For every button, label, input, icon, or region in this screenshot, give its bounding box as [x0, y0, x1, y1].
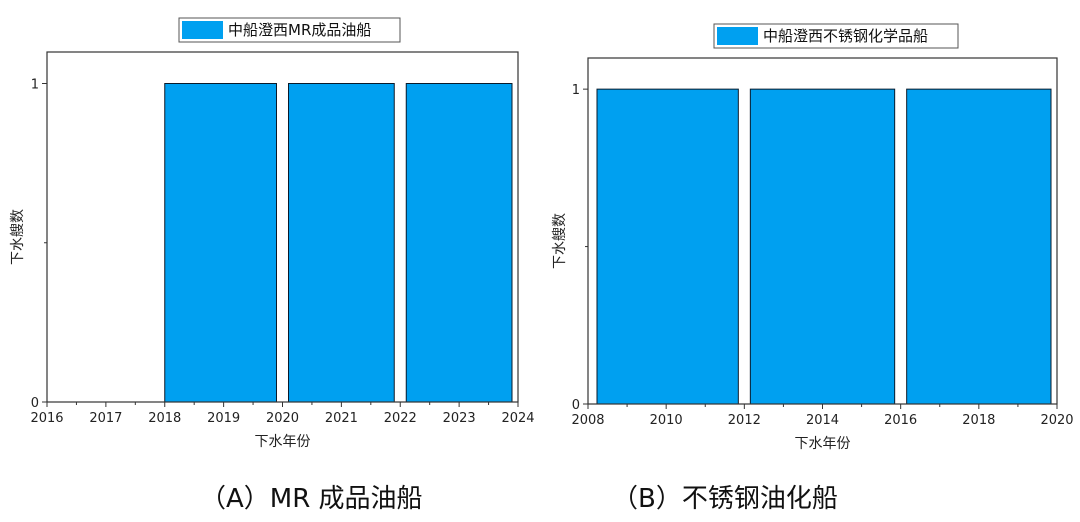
x-tick-label-1-6: 2020 — [1040, 413, 1073, 428]
x-tick-label-1-1: 2010 — [650, 413, 683, 428]
x-tick-label-0-0: 2016 — [30, 411, 63, 426]
y-tick-label-0-0: 0 — [31, 396, 39, 411]
x-tick-label-1-0: 2008 — [571, 413, 604, 428]
x-tick-label-1-4: 2016 — [884, 413, 917, 428]
bar-0-2 — [405, 83, 513, 403]
x-tick-label-0-7: 2023 — [443, 411, 476, 426]
x-axis-label-0: 下水年份 — [255, 434, 311, 450]
x-tick-label-0-5: 2021 — [325, 411, 358, 426]
y-tick-label-1-1: 1 — [572, 83, 580, 98]
x-tick-label-0-6: 2022 — [384, 411, 417, 426]
bar-0-1 — [288, 83, 395, 403]
x-tick-label-0-1: 2017 — [89, 411, 122, 426]
bar-1-1 — [749, 88, 896, 405]
bar-0-0 — [164, 83, 277, 403]
x-axis-label-1: 下水年份 — [795, 436, 851, 452]
bar-1-0 — [596, 88, 739, 405]
y-tick-label-0-1: 1 — [31, 78, 39, 93]
x-tick-label-1-3: 2014 — [806, 413, 839, 428]
caption-b: （B）不锈钢油化船 — [612, 484, 838, 514]
legend-label-1: 中船澄西不锈钢化学品船 — [763, 27, 928, 45]
bar-1-2 — [906, 88, 1052, 405]
x-tick-label-0-8: 2024 — [501, 411, 534, 426]
y-tick-label-1-0: 0 — [572, 398, 580, 413]
caption-a: （A）MR 成品油船 — [200, 484, 423, 514]
y-axis-label-1: 下水艘数 — [552, 213, 568, 269]
legend-swatch-0 — [182, 21, 223, 39]
x-tick-label-0-3: 2019 — [207, 411, 240, 426]
x-tick-label-1-5: 2018 — [962, 413, 995, 428]
legend-label-0: 中船澄西MR成品油船 — [228, 21, 371, 39]
x-tick-label-0-4: 2020 — [266, 411, 299, 426]
x-tick-label-1-2: 2012 — [728, 413, 761, 428]
x-tick-label-0-2: 2018 — [148, 411, 181, 426]
y-axis-label-0: 下水艘数 — [10, 209, 26, 265]
legend-swatch-1 — [717, 27, 758, 45]
